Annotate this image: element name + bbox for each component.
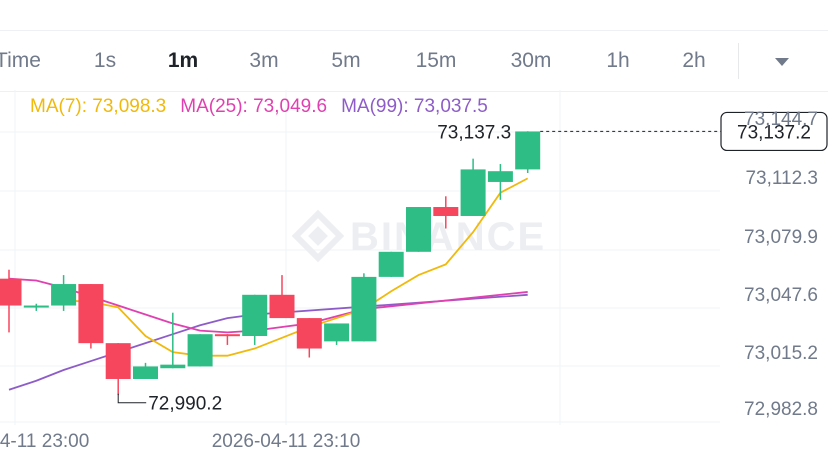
ma99-line-shadow [9,314,255,389]
candle-body[interactable] [515,131,541,170]
tab-time[interactable]: Time [0,49,41,72]
caret-down-icon[interactable] [772,53,792,69]
candle-body[interactable] [487,171,513,182]
price-tick-label: 73,112.3 [745,168,818,189]
annotations: 73,137.3 72,990.2 73,137.2 [117,111,828,415]
candle-body[interactable] [296,318,322,349]
tab-1s[interactable]: 1s [93,49,117,72]
candles [0,131,541,396]
candle-body[interactable] [105,343,131,379]
time-tick-label: 2026-04-11 23:00 [0,431,89,452]
candle-body[interactable] [324,323,350,342]
price-tick-label: 73,047.6 [744,285,818,306]
binance-logo-icon [291,209,345,263]
candle-body[interactable] [78,284,104,344]
tab-1m[interactable]: 1m [167,49,199,72]
tab-3m[interactable]: 3m [249,49,279,72]
candle-body[interactable] [0,278,22,306]
ma99-line [8,313,255,391]
candle-body[interactable] [23,305,49,308]
ma99-label: MA(99): 73,037.5 [341,96,488,117]
ma7-line [63,177,529,357]
candle-body[interactable] [406,207,431,252]
current-price-label: 73,137.2 [737,122,811,143]
time-tick-label: 2026-04-11 23:10 [212,431,361,452]
tab-30m[interactable]: 30m [510,49,552,72]
price-tick-label: 73,079.9 [744,227,818,248]
candle-body[interactable] [160,364,186,369]
ma25-label: MA(25): 73,049.6 [180,96,328,117]
tab-divider [738,43,739,79]
candle-body[interactable] [433,207,459,216]
candle-body[interactable] [133,366,158,379]
candle-body[interactable] [351,276,377,342]
price-tick-label: 73,144.7 [744,109,818,130]
binance-watermark: BINANCE [350,215,546,259]
candle-body[interactable] [187,334,213,367]
candle-body[interactable] [51,284,77,306]
ma-legend: MA(7): 73,098.3 MA(25): 73,049.6 MA(99): 7… [30,96,502,118]
tab-15m[interactable]: 15m [415,49,457,72]
candle-body[interactable] [242,294,268,336]
candle-body[interactable] [460,169,486,216]
price-axis: 73,144.7 73,112.3 73,079.9 73,047.6 73,015.2… [744,109,818,420]
low-price-marker [117,393,147,404]
current-price-box [720,111,828,152]
ma25-line-extension [363,291,528,311]
tab-5m[interactable]: 5m [331,49,361,72]
candle-body[interactable] [269,294,295,319]
ma7-label: MA(7): 73,098.3 [30,96,167,117]
candle-body[interactable] [378,251,404,277]
price-tick-label: 72,982.8 [744,399,818,420]
ma99-line-extension [254,293,528,316]
chart-grid [0,90,720,425]
price-tick-label: 73,015.2 [744,343,818,364]
tab-1h[interactable]: 1h [606,49,630,72]
candle-body[interactable] [214,334,240,337]
high-price-label: 73,137.3 [437,122,511,143]
tab-2h[interactable]: 2h [682,49,706,72]
interval-tab-bar: Time 1s 1m 3m 5m 15m 30m 1h 2h [0,30,828,92]
low-price-label: 72,990.2 [148,394,222,415]
time-axis: 2026-04-11 23:00 2026-04-11 23:10 [0,431,360,452]
